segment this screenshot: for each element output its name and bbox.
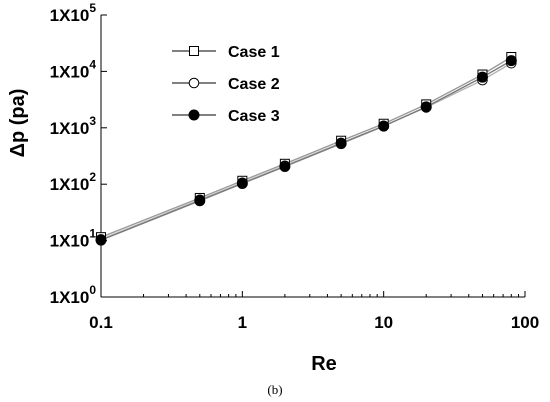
- figure-caption: (b): [267, 382, 282, 397]
- y-tick-label: 1X105: [50, 1, 97, 25]
- series-line-1: [100, 56, 512, 238]
- y-tick-label: 1X103: [50, 114, 97, 138]
- legend-marker-case-1: [189, 46, 199, 56]
- data-point-case-3: [95, 234, 107, 246]
- x-tick-label: 0.1: [89, 313, 113, 332]
- y-tick-base: 1X10: [50, 175, 90, 194]
- legend-label: Case 2: [228, 76, 280, 93]
- axes: [100, 15, 525, 298]
- y-tick-exponent: 2: [89, 170, 96, 184]
- y-tick-base: 1X10: [50, 6, 90, 25]
- y-tick-exponent: 0: [89, 283, 96, 297]
- data-point-case-3: [505, 55, 517, 67]
- y-tick-base: 1X10: [50, 119, 90, 138]
- y-tick-base: 1X10: [50, 288, 90, 307]
- legend: Case 1 Case 2 Case 3: [172, 44, 280, 125]
- y-tick-exponent: 4: [89, 57, 96, 71]
- y-axis-title: Δp (pa): [7, 89, 29, 158]
- data-point-case-3: [378, 120, 390, 132]
- data-point-case-3: [476, 71, 488, 83]
- legend-marker-case-2: [188, 77, 200, 89]
- y-tick-label: 1X104: [50, 57, 97, 81]
- x-tick-label: 10: [374, 313, 393, 332]
- data-point-case-3: [335, 138, 347, 150]
- y-tick-label: 1X102: [50, 170, 97, 194]
- y-tick-base: 1X10: [50, 232, 90, 251]
- y-tick-exponent: 1: [89, 227, 96, 241]
- y-tick-label: 1X100: [50, 283, 97, 307]
- x-tick-label: 1: [238, 313, 247, 332]
- data-series: [95, 52, 517, 246]
- x-axis-title: Re: [311, 353, 337, 375]
- legend-label: Case 1: [228, 44, 280, 61]
- legend-marker-case-3: [188, 109, 200, 121]
- y-tick-label: 1X101: [50, 227, 97, 251]
- x-tick-label: 100: [511, 313, 539, 332]
- y-tick-exponent: 3: [89, 114, 96, 128]
- data-point-case-3: [420, 101, 432, 113]
- y-tick-exponent: 5: [89, 1, 96, 15]
- data-point-case-3: [236, 177, 248, 189]
- legend-label: Case 3: [228, 108, 280, 125]
- data-point-case-3: [194, 195, 206, 207]
- data-point-case-3: [279, 160, 291, 172]
- y-tick-base: 1X10: [50, 62, 90, 81]
